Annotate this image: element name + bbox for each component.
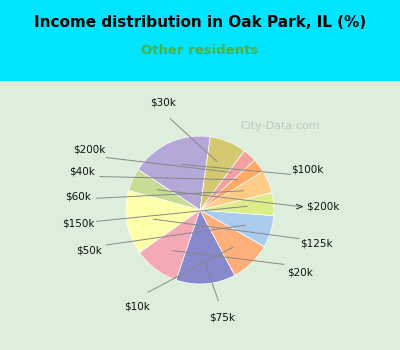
Text: Other residents: Other residents	[141, 44, 259, 57]
Wedge shape	[176, 210, 235, 284]
Wedge shape	[200, 193, 274, 216]
Wedge shape	[138, 136, 210, 210]
Wedge shape	[200, 210, 264, 275]
Text: > $200k: > $200k	[295, 201, 339, 211]
Wedge shape	[200, 210, 274, 246]
Wedge shape	[200, 151, 255, 210]
Text: $60k: $60k	[65, 192, 91, 202]
Text: $30k: $30k	[150, 98, 176, 108]
Text: $150k: $150k	[62, 218, 94, 228]
Wedge shape	[140, 210, 200, 280]
Text: Income distribution in Oak Park, IL (%): Income distribution in Oak Park, IL (%)	[34, 15, 366, 30]
Text: $100k: $100k	[291, 164, 324, 174]
Text: $125k: $125k	[301, 238, 333, 248]
Wedge shape	[126, 191, 200, 253]
Wedge shape	[128, 169, 200, 210]
Text: $50k: $50k	[76, 246, 102, 256]
Text: $40k: $40k	[69, 167, 94, 176]
Text: $10k: $10k	[124, 301, 150, 311]
Wedge shape	[200, 160, 263, 210]
Text: City-Data.com: City-Data.com	[240, 121, 320, 131]
Wedge shape	[200, 137, 244, 210]
Text: $200k: $200k	[73, 144, 105, 154]
Text: $75k: $75k	[209, 312, 235, 322]
Wedge shape	[200, 171, 272, 210]
Text: $20k: $20k	[287, 268, 313, 278]
